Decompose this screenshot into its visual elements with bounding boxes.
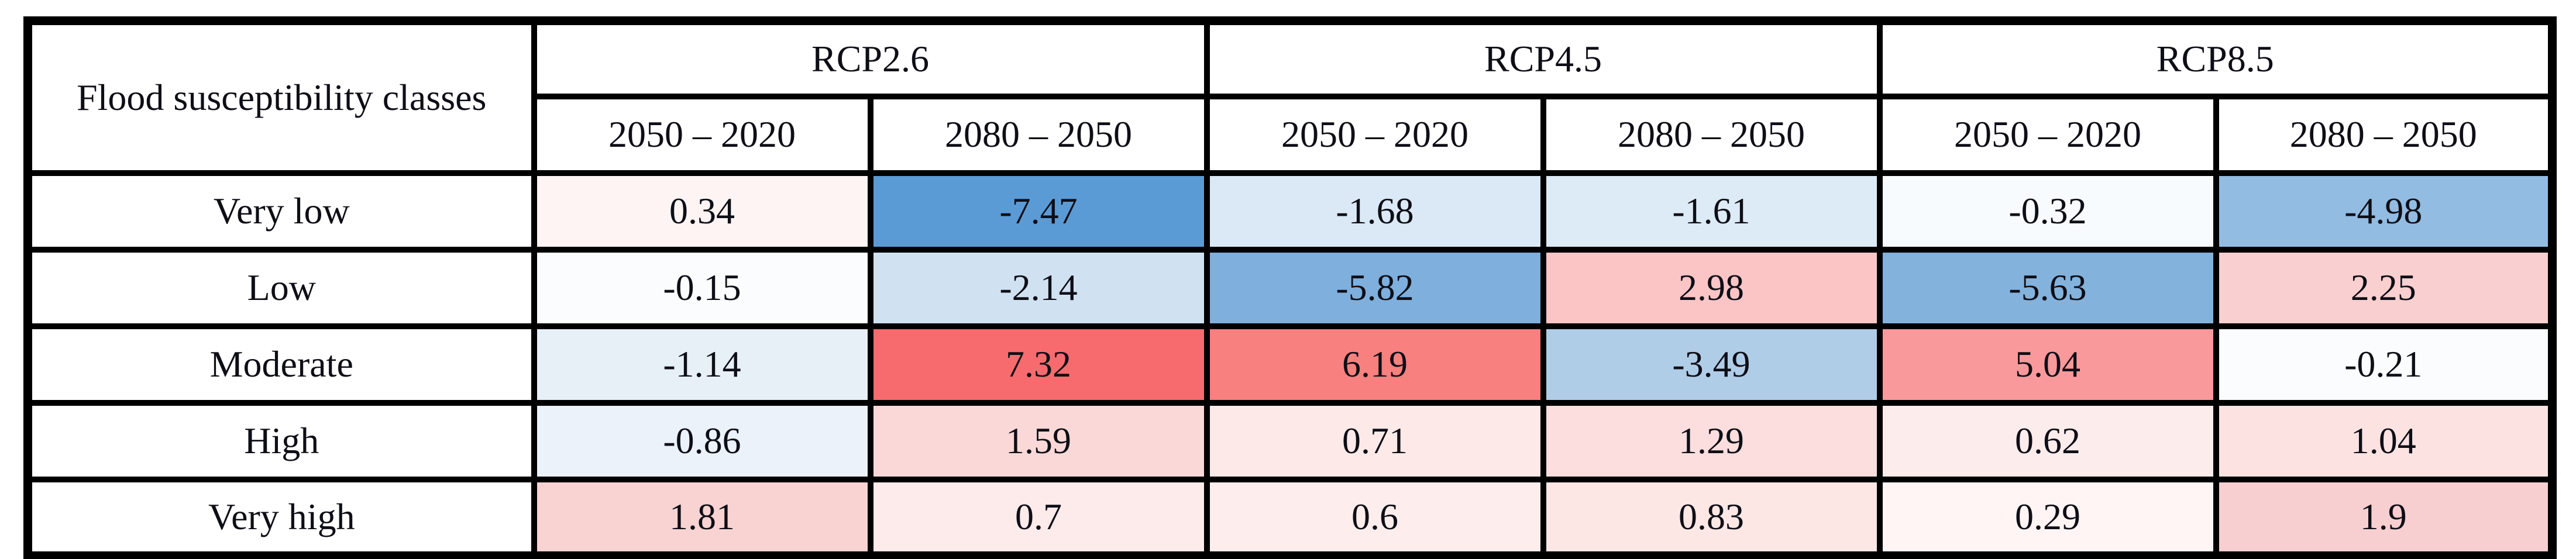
- period-header: 2080 – 2050: [867, 93, 1210, 176]
- period-header: 2080 – 2050: [2213, 93, 2556, 176]
- table-row-moderate: Moderate -1.14 7.32 6.19 -3.49 5.04 -0.2…: [25, 323, 2556, 406]
- value-cell: 2.98: [1540, 246, 1883, 329]
- table-row-high: High -0.86 1.59 0.71 1.29 0.62 1.04: [25, 399, 2556, 482]
- corner-label: Flood susceptibility classes: [25, 18, 537, 176]
- value-cell: -1.68: [1203, 170, 1546, 253]
- period-header: 2050 – 2020: [531, 93, 873, 176]
- value-cell: 1.81: [531, 476, 873, 559]
- value-cell: -1.61: [1540, 170, 1883, 253]
- value-cell: 0.71: [1203, 399, 1546, 482]
- scenario-header-rcp26: RCP2.6: [531, 18, 1210, 99]
- value-cell: -0.86: [531, 399, 873, 482]
- row-label: Moderate: [25, 323, 537, 406]
- row-label: Very high: [25, 476, 537, 559]
- table-row-very-low: Very low 0.34 -7.47 -1.68 -1.61 -0.32 -4…: [25, 170, 2556, 253]
- value-cell: -0.32: [1876, 170, 2219, 253]
- value-cell: 2.25: [2213, 246, 2556, 329]
- period-header: 2080 – 2050: [1540, 93, 1883, 176]
- value-cell: -2.14: [867, 246, 1210, 329]
- table-row-very-high: Very high 1.81 0.7 0.6 0.83 0.29 1.9: [25, 476, 2556, 559]
- value-cell: -5.63: [1876, 246, 2219, 329]
- table-row-low: Low -0.15 -2.14 -5.82 2.98 -5.63 2.25: [25, 246, 2556, 329]
- data-table: Flood susceptibility classes RCP2.6 RCP4…: [23, 16, 2557, 559]
- value-cell: 1.04: [2213, 399, 2556, 482]
- period-header: 2050 – 2020: [1876, 93, 2219, 176]
- value-cell: 1.9: [2213, 476, 2556, 559]
- value-cell: 5.04: [1876, 323, 2219, 406]
- value-cell: -7.47: [867, 170, 1210, 253]
- value-cell: 0.6: [1203, 476, 1546, 559]
- value-cell: 0.62: [1876, 399, 2219, 482]
- row-label: Very low: [25, 170, 537, 253]
- value-cell: 0.34: [531, 170, 873, 253]
- scenario-header-rcp45: RCP4.5: [1203, 18, 1883, 99]
- value-cell: -0.15: [531, 246, 873, 329]
- scenario-header-rcp85: RCP8.5: [1876, 18, 2556, 99]
- value-cell: 0.7: [867, 476, 1210, 559]
- value-cell: 0.83: [1540, 476, 1883, 559]
- value-cell: -3.49: [1540, 323, 1883, 406]
- value-cell: -0.21: [2213, 323, 2556, 406]
- scenario-header-row: Flood susceptibility classes RCP2.6 RCP4…: [25, 18, 2556, 176]
- value-cell: -4.98: [2213, 170, 2556, 253]
- row-label: High: [25, 399, 537, 482]
- value-cell: 6.19: [1203, 323, 1546, 406]
- period-header: 2050 – 2020: [1203, 93, 1546, 176]
- value-cell: 1.29: [1540, 399, 1883, 482]
- value-cell: -1.14: [531, 323, 873, 406]
- value-cell: 7.32: [867, 323, 1210, 406]
- value-cell: -5.82: [1203, 246, 1546, 329]
- value-cell: 0.29: [1876, 476, 2219, 559]
- value-cell: 1.59: [867, 399, 1210, 482]
- row-label: Low: [25, 246, 537, 329]
- period-header-row: 2050 – 2020 2080 – 2050 2050 – 2020 2080…: [28, 93, 2556, 176]
